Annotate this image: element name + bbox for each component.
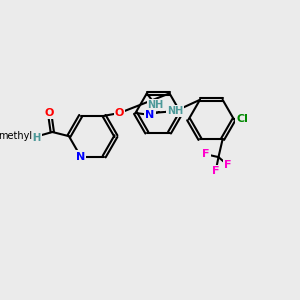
- Text: F: F: [212, 166, 220, 176]
- Text: F: F: [224, 160, 232, 170]
- Text: O: O: [45, 108, 54, 118]
- Text: O: O: [115, 108, 124, 118]
- Text: NH: NH: [167, 106, 183, 116]
- Text: N: N: [76, 152, 85, 161]
- Text: N: N: [146, 110, 154, 120]
- Text: F: F: [202, 149, 210, 159]
- Text: NH: NH: [148, 100, 164, 110]
- Text: Cl: Cl: [236, 115, 248, 124]
- Text: NH: NH: [25, 133, 41, 142]
- Text: methyl: methyl: [0, 131, 32, 141]
